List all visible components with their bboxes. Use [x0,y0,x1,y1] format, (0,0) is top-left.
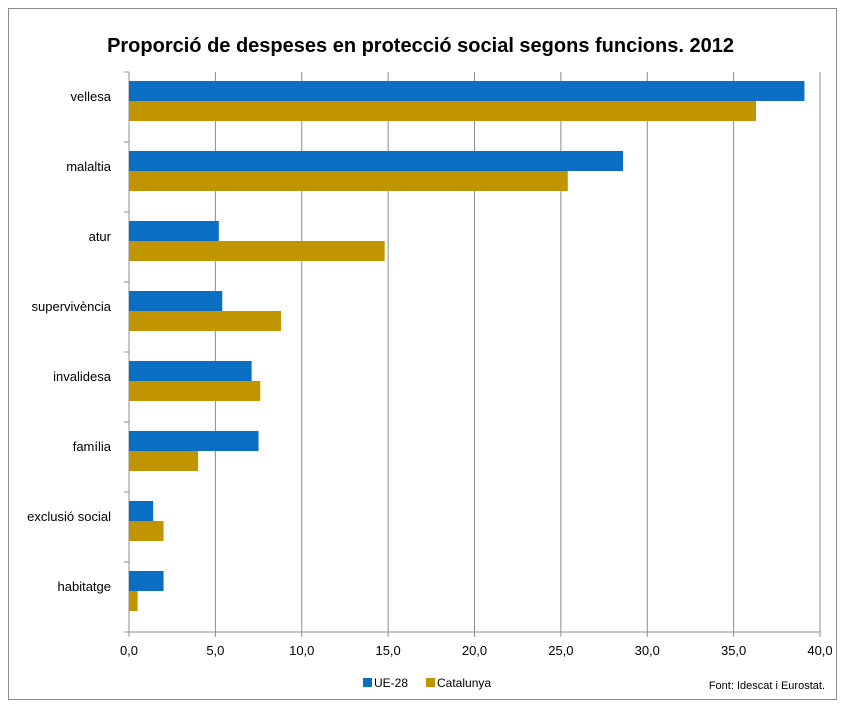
bar-catalunya [129,171,568,191]
x-tick-label: 20,0 [462,643,487,658]
bar-catalunya [129,591,138,611]
legend-swatch [426,678,435,687]
x-tick-label: 30,0 [635,643,660,658]
bar-catalunya [129,241,385,261]
bar-catalunya [129,311,282,331]
bar-ue28 [129,151,624,171]
legend-swatch [363,678,372,687]
bar-ue28 [129,571,164,591]
y-tick-label: vellesa [71,89,112,104]
y-tick-label: supervivència [32,299,112,314]
bar-ue28 [129,291,223,311]
bar-catalunya [129,101,757,121]
y-tick-label: atur [89,229,112,244]
y-tick-label: família [73,439,112,454]
x-tick-label: 35,0 [721,643,746,658]
bar-catalunya [129,521,164,541]
x-tick-label: 10,0 [289,643,314,658]
bar-ue28 [129,361,252,381]
x-tick-label: 0,0 [120,643,138,658]
chart-title: Proporció de despeses en protecció socia… [107,35,734,57]
bar-ue28 [129,501,154,521]
y-tick-label: exclusió social [27,509,111,524]
bar-catalunya [129,451,199,471]
x-tick-label: 15,0 [375,643,400,658]
bar-catalunya [129,381,261,401]
y-tick-label: habitatge [58,579,112,594]
bar-ue28 [129,81,805,101]
source-note: Font: Idescat i Eurostat. [709,680,825,692]
x-tick-label: 25,0 [548,643,573,658]
bar-ue28 [129,221,219,241]
legend-label: Catalunya [437,676,491,690]
bar-ue28 [129,431,259,451]
y-tick-label: invalidesa [53,369,112,384]
legend-label: UE-28 [374,676,408,690]
x-tick-label: 40,0 [807,643,832,658]
x-tick-label: 5,0 [206,643,224,658]
y-tick-label: malaltia [66,159,112,174]
